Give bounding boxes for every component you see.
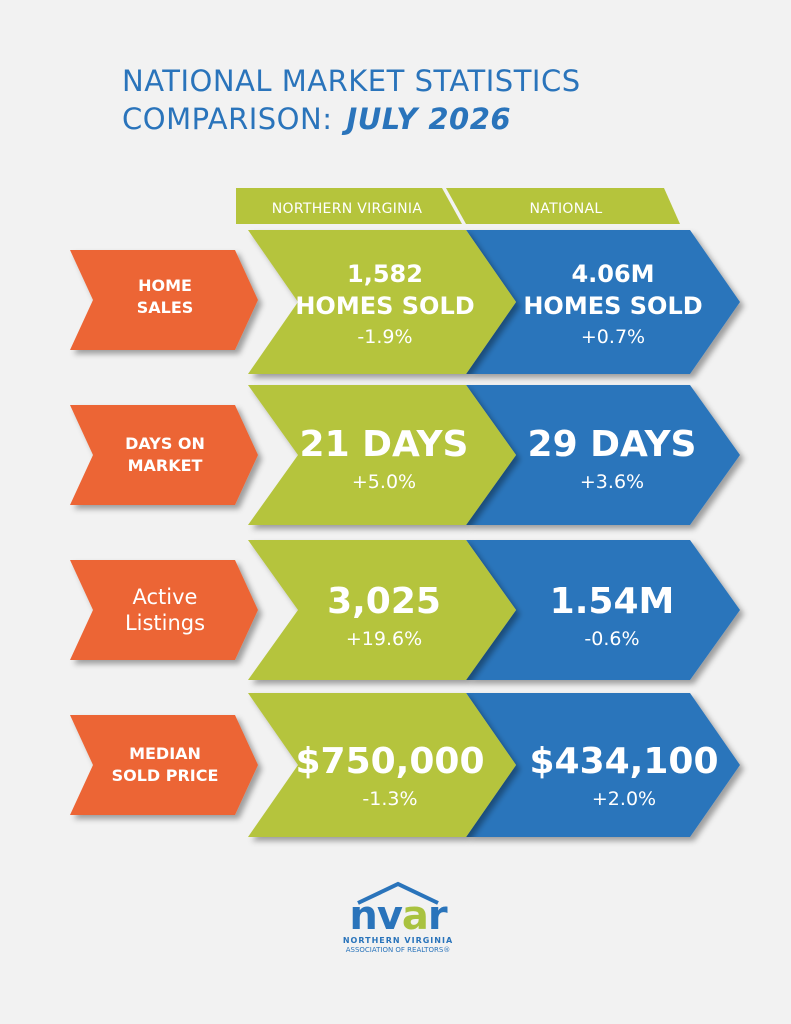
nova-days-on-market: 21 DAYS +5.0% xyxy=(286,423,482,493)
logo-roof-icon xyxy=(357,881,439,905)
label-arrow-days xyxy=(70,405,258,505)
row-label-line-2: MARKET xyxy=(127,456,203,475)
nova-active-listings: 3,025 +19.6% xyxy=(286,580,482,650)
value-change: +19.6% xyxy=(345,628,423,650)
row-price-arrows xyxy=(70,693,740,837)
label-arrow-home-sales xyxy=(70,250,258,350)
national-arrow-price xyxy=(466,693,740,837)
national-home-sales: 4.06M HOMES SOLD +0.7% xyxy=(516,258,710,348)
logo-tagline-1: NORTHERN VIRGINIA xyxy=(342,936,454,945)
label-arrow-price xyxy=(70,715,258,815)
value-change: +2.0% xyxy=(591,788,657,810)
value-main: $434,100 xyxy=(529,741,719,782)
row-label-line-1: HOME xyxy=(138,276,192,295)
logo-wordmark: nvar xyxy=(338,896,458,936)
national-median-sold-price: $434,100 +2.0% xyxy=(516,740,732,810)
national-arrow-days xyxy=(466,385,740,525)
tab-northern-virginia xyxy=(236,188,462,224)
value-main: 29 DAYS xyxy=(527,424,697,465)
national-arrow-listings xyxy=(466,540,740,680)
row-label-line-1: MEDIAN xyxy=(129,744,201,763)
page-title: NATIONAL MARKET STATISTICS COMPARISON: JU… xyxy=(122,62,581,138)
row-label-days-on-market: DAYS ON MARKET xyxy=(92,433,238,477)
nova-arrow-listings xyxy=(248,540,516,680)
title-line-1: NATIONAL MARKET STATISTICS xyxy=(122,64,581,98)
column-header-northern-virginia: NORTHERN VIRGINIA xyxy=(271,201,423,217)
row-label-line-2: Listings xyxy=(124,611,206,635)
row-listings-arrows xyxy=(70,540,740,680)
title-date: JULY 2026 xyxy=(346,102,512,136)
nova-arrow-home-sales xyxy=(248,230,516,374)
row-label-line-2: SOLD PRICE xyxy=(111,766,219,785)
nova-arrow-days xyxy=(248,385,516,525)
nova-arrow-price xyxy=(248,693,516,837)
logo-tagline-2: ASSOCIATION OF REALTORS® xyxy=(345,946,451,954)
title-comparison: COMPARISON: xyxy=(122,102,333,136)
value-main-line-2: HOMES SOLD xyxy=(295,292,475,320)
row-home-sales-arrows xyxy=(70,230,740,374)
row-label-line-1: Active xyxy=(132,585,198,609)
national-arrow-home-sales xyxy=(466,230,740,374)
value-main: 3,025 xyxy=(327,581,441,622)
nova-home-sales: 1,582 HOMES SOLD -1.9% xyxy=(290,258,480,348)
logo-letter: a xyxy=(401,893,429,939)
nova-median-sold-price: $750,000 -1.3% xyxy=(284,740,496,810)
row-label-active-listings: Active Listings xyxy=(92,584,238,636)
value-main: 1.54M xyxy=(549,581,675,622)
value-change: -0.6% xyxy=(584,628,640,650)
logo-letter: v xyxy=(376,893,403,939)
tab-national xyxy=(446,188,680,224)
label-arrow-listings xyxy=(70,560,258,660)
value-change: -1.9% xyxy=(357,326,413,348)
column-header-national: NATIONAL xyxy=(529,201,603,217)
logo-letter: n xyxy=(349,893,378,939)
national-days-on-market: 29 DAYS +3.6% xyxy=(512,423,712,493)
value-main-line-1: 1,582 xyxy=(347,260,423,288)
value-change: +5.0% xyxy=(351,471,417,493)
value-main: 21 DAYS xyxy=(299,424,469,465)
row-label-line-2: SALES xyxy=(136,298,194,317)
value-change: +0.7% xyxy=(580,326,646,348)
row-label-line-1: DAYS ON xyxy=(125,434,205,453)
value-main-line-2: HOMES SOLD xyxy=(523,292,703,320)
value-change: -1.3% xyxy=(362,788,418,810)
row-label-home-sales: HOME SALES xyxy=(92,275,238,319)
row-label-median-sold-price: MEDIAN SOLD PRICE xyxy=(92,743,238,787)
nvar-logo: nvar NORTHERN VIRGINIA ASSOCIATION OF RE… xyxy=(338,882,458,955)
national-active-listings: 1.54M -0.6% xyxy=(512,580,712,650)
logo-letter: r xyxy=(427,893,448,939)
title-line-2: COMPARISON: JULY 2026 xyxy=(122,100,581,138)
value-main: $750,000 xyxy=(295,741,485,782)
row-days-arrows xyxy=(70,385,740,525)
value-change: +3.6% xyxy=(579,471,645,493)
value-main-line-1: 4.06M xyxy=(571,260,655,288)
